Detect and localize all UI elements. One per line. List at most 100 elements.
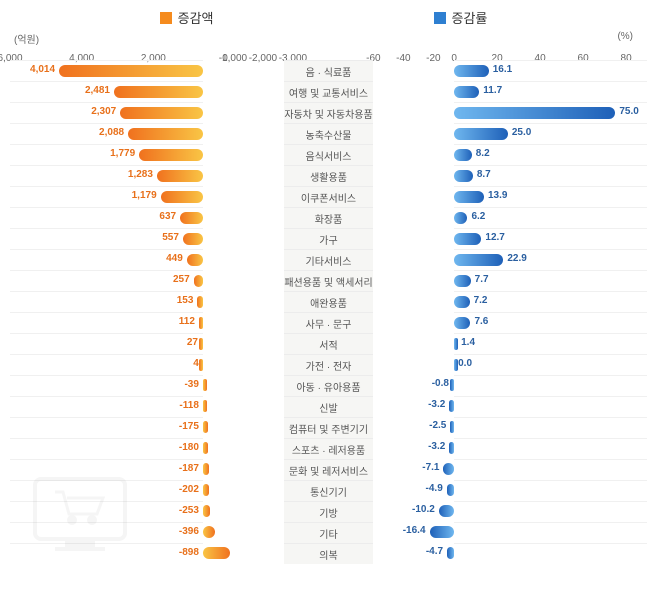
data-row: -180스포츠 · 레저용품-3.2 (0, 438, 647, 459)
cell-amount-positive: 449 (10, 249, 203, 270)
rate-value: -2.5 (429, 420, 446, 431)
amount-value: 27 (187, 337, 198, 348)
cell-amount-negative (203, 396, 284, 417)
cell-amount-negative (203, 270, 284, 291)
cell-amount-negative (203, 60, 284, 81)
legend-item-amount: 증감액 (160, 8, 214, 27)
cell-rate-positive: 7.7 (454, 270, 647, 291)
rate-bar (454, 212, 467, 224)
amount-bar (194, 275, 203, 287)
cell-amount-positive: 1,179 (10, 186, 203, 207)
cell-amount-positive: 27 (10, 333, 203, 354)
category-label: 스포츠 · 레저용품 (284, 438, 374, 459)
cell-amount-negative (203, 312, 284, 333)
cell-amount-positive: 637 (10, 207, 203, 228)
rate-bar (454, 233, 481, 245)
data-row: 27 서적 1.4 (0, 333, 647, 354)
amount-value: 1,779 (110, 148, 135, 159)
axis-row-top: 02,0004,0006,000 -1,000-2,000-3,000 -60-… (0, 46, 647, 60)
rate-value: -10.2 (412, 504, 435, 515)
cell-rate-negative (373, 249, 454, 270)
data-row: 1,779음식서비스8.2 (0, 144, 647, 165)
cell-amount-negative (203, 543, 284, 564)
amount-bar (114, 86, 203, 98)
cell-amount-positive: -396 (10, 522, 203, 543)
data-row: 112사무 · 문구7.6 (0, 312, 647, 333)
data-row: 2,481여행 및 교통서비스11.7 (0, 81, 647, 102)
rate-value: 25.0 (512, 127, 531, 138)
cell-rate-positive (454, 375, 647, 396)
category-label: 의복 (284, 543, 374, 564)
rate-bar (454, 191, 484, 203)
cell-rate-negative: -3.2 (373, 438, 454, 459)
amount-value: 637 (159, 211, 176, 222)
cell-amount-positive: 2,307 (10, 102, 203, 123)
data-row: 257패션용품 및 액세서리7.7 (0, 270, 647, 291)
cell-amount-negative (203, 417, 284, 438)
data-row: 449기타서비스22.9 (0, 249, 647, 270)
data-row: 2,307자동차 및 자동차용품75.0 (0, 102, 647, 123)
amount-bar (180, 212, 203, 224)
cell-rate-negative: -7.1 (373, 459, 454, 480)
amount-value: 2,088 (99, 127, 124, 138)
rate-bar (454, 275, 471, 287)
cell-amount-positive: -187 (10, 459, 203, 480)
rate-value: -3.2 (428, 399, 445, 410)
data-row: -253기방-10.2 (0, 501, 647, 522)
cell-rate-negative (373, 186, 454, 207)
cell-amount-negative (203, 291, 284, 312)
data-row: 637화장품6.2 (0, 207, 647, 228)
cell-rate-negative (373, 81, 454, 102)
cell-rate-negative (373, 228, 454, 249)
cell-rate-negative (373, 123, 454, 144)
rate-value: -7.1 (422, 462, 439, 473)
cell-amount-negative (203, 102, 284, 123)
rate-value: -4.7 (426, 546, 443, 557)
cell-rate-negative (373, 312, 454, 333)
amount-value: -396 (179, 526, 199, 537)
category-label: 생활용품 (284, 165, 374, 186)
rate-bar (447, 547, 454, 559)
rate-value: 11.7 (483, 85, 502, 96)
category-label: 음 · 식료품 (284, 60, 374, 81)
rate-bar (447, 484, 454, 496)
cell-amount-positive: 4,014 (10, 60, 203, 81)
cell-rate-positive (454, 459, 647, 480)
cell-amount-negative (203, 249, 284, 270)
cell-amount-positive: -39 (10, 375, 203, 396)
amount-bar (203, 484, 209, 496)
rate-bar (454, 128, 508, 140)
category-label: 컴퓨터 및 주변기기 (284, 417, 374, 438)
cell-rate-negative: -4.7 (373, 543, 454, 564)
amount-value: -187 (179, 463, 199, 474)
rate-value: -16.4 (403, 525, 426, 536)
cell-rate-positive (454, 480, 647, 501)
chart-body: 4,014음 · 식료품16.12,481여행 및 교통서비스11.72,307… (0, 60, 647, 564)
cell-rate-negative (373, 102, 454, 123)
rate-value: -3.2 (428, 441, 445, 452)
rate-bar (439, 505, 454, 517)
data-row: 2,088농축수산물25.0 (0, 123, 647, 144)
cell-amount-positive: 4 (10, 354, 203, 375)
rate-bar (454, 107, 615, 119)
cell-rate-negative (373, 291, 454, 312)
amount-value: 112 (179, 316, 195, 327)
category-label: 문화 및 레저서비스 (284, 459, 374, 480)
cell-amount-negative (203, 144, 284, 165)
cell-rate-positive: 6.2 (454, 207, 647, 228)
cell-amount-negative (203, 123, 284, 144)
amount-value: 557 (162, 232, 179, 243)
cell-rate-positive: 1.4 (454, 333, 647, 354)
legend-label-amount: 증감액 (178, 8, 214, 27)
data-row: 1,283생활용품8.7 (0, 165, 647, 186)
cell-rate-positive: 13.9 (454, 186, 647, 207)
cell-rate-negative: -2.5 (373, 417, 454, 438)
rate-value: 8.7 (477, 169, 491, 180)
amount-bar (203, 526, 215, 538)
amount-bar (59, 65, 203, 77)
data-row: -118신발-3.2 (0, 396, 647, 417)
category-label: 서적 (284, 333, 374, 354)
rate-value: 0.0 (458, 358, 472, 369)
cell-rate-negative: -0.8 (373, 375, 454, 396)
amount-bar (203, 400, 207, 412)
